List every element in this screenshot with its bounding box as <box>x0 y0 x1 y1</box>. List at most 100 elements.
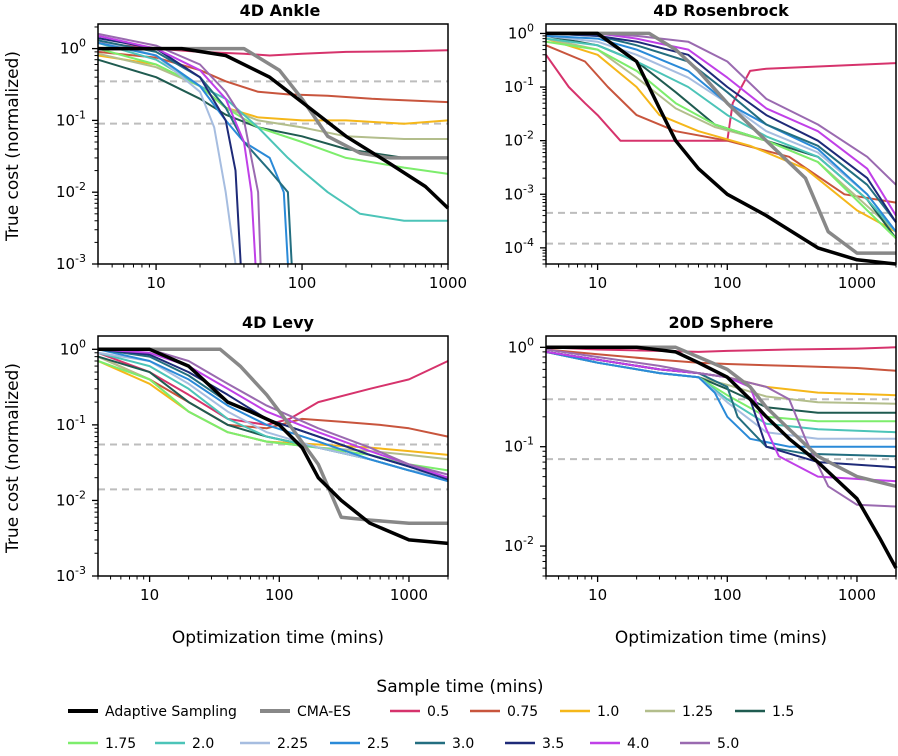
y-tick-label: 100 <box>508 335 534 356</box>
series-line-adaptive <box>98 347 449 546</box>
plot-frame <box>545 335 897 577</box>
y-axis-label: True cost (normalized) <box>3 51 23 242</box>
panel-title: 4D Levy <box>242 313 314 332</box>
series-line-s175 <box>545 40 897 240</box>
legend-item-cmaes: CMA-ES <box>260 704 351 720</box>
panel-title: 4D Rosenbrock <box>653 1 789 20</box>
panel-20d-sphere: 20D Sphere 10 100 1000 100 10-1 10-2 Optimiza… <box>504 313 898 648</box>
x-tick-label: 100 <box>713 586 742 604</box>
legend-item-s50: 5.0 <box>680 736 739 752</box>
series-line-s075 <box>97 355 449 438</box>
legend-item-s35: 3.5 <box>505 736 564 752</box>
legend-item-s25: 2.5 <box>330 736 389 752</box>
x-tick-label: 1000 <box>390 586 428 604</box>
y-tick-label: 10-1 <box>504 75 534 96</box>
y-tick-label: 10-2 <box>56 180 86 201</box>
legend-item-s075: 0.75 <box>470 704 538 720</box>
y-tick-label: 10-2 <box>504 129 534 150</box>
series-line-s225 <box>97 39 237 265</box>
legend-item-s225: 2.25 <box>240 736 308 752</box>
series-line-s35 <box>545 350 897 469</box>
series-line-s05 <box>545 346 897 353</box>
series-line-adaptive <box>98 46 450 210</box>
panel-title: 4D Ankle <box>240 1 321 20</box>
series-line-s40 <box>97 348 449 479</box>
series-line-cmaes <box>98 347 448 525</box>
series-line-s25 <box>97 348 449 483</box>
series-line-s40 <box>545 350 897 483</box>
legend-item-s40: 4.0 <box>590 736 649 752</box>
legend-label: CMA-ES <box>297 704 351 720</box>
series-line-s50 <box>98 348 449 476</box>
y-tick-label: 10-4 <box>504 236 534 257</box>
legend-label: 4.0 <box>627 736 649 752</box>
legend-label: 0.5 <box>427 704 449 720</box>
x-tick-label: 10 <box>140 586 159 604</box>
series-line-s20 <box>545 37 897 233</box>
series-line-s25 <box>97 41 289 265</box>
x-tick-label: 10 <box>588 586 607 604</box>
legend-label: 2.25 <box>277 736 308 752</box>
series-line-s125 <box>545 37 897 233</box>
x-axis-label: Optimization time (mins) <box>172 628 384 648</box>
series-line-cmaes <box>546 345 897 488</box>
series-line-s50 <box>97 32 262 265</box>
y-axis-label: True cost (normalized) <box>3 363 23 554</box>
y-tick-label: 10-3 <box>56 252 86 273</box>
x-tick-label: 100 <box>713 274 742 292</box>
series-line-s50 <box>545 348 897 508</box>
series-group <box>545 31 897 266</box>
legend-item-s10: 1.0 <box>560 704 619 720</box>
panel-4d-levy: 4D Levy 10 100 1000 100 10-1 10-2 10-3 True co… <box>3 313 449 648</box>
series-line-s075 <box>545 44 897 204</box>
legend-label: 1.25 <box>682 704 713 720</box>
y-tick-label: 10-1 <box>504 435 534 456</box>
x-tick-label: 1000 <box>429 274 467 292</box>
legend: Sample time (mins) Adaptive Sampling CMA-… <box>68 677 794 752</box>
legend-label: 2.0 <box>192 736 214 752</box>
y-tick-label: 100 <box>60 337 86 358</box>
legend-label: 3.5 <box>542 736 564 752</box>
legend-item-s175: 1.75 <box>68 736 136 752</box>
legend-label: 2.5 <box>367 736 389 752</box>
series-line-s30 <box>545 32 897 223</box>
legend-title: Sample time (mins) <box>376 677 543 697</box>
legend-label: 1.5 <box>772 704 794 720</box>
x-tick-label: 100 <box>288 274 317 292</box>
legend-item-s15: 1.5 <box>735 704 794 720</box>
series-line-s10 <box>545 37 897 233</box>
panel-4d-rosenbrock: 4D Rosenbrock 10 100 1000 100 10-1 10-2 10-3 10… <box>504 1 897 292</box>
x-tick-label: 10 <box>588 274 607 292</box>
legend-label: 1.0 <box>597 704 619 720</box>
y-tick-label: 10-2 <box>504 534 534 555</box>
plot-frame <box>545 23 897 265</box>
legend-item-s125: 1.25 <box>645 704 713 720</box>
series-group <box>545 345 898 569</box>
legend-item-s20: 2.0 <box>155 736 214 752</box>
x-tick-label: 10 <box>147 274 166 292</box>
legend-item-s30: 3.0 <box>415 736 474 752</box>
panel-4d-ankle: 4D Ankle 10 100 1000 100 10-1 10-2 10-3 True c… <box>3 1 467 292</box>
y-tick-label: 10-3 <box>56 564 86 585</box>
series-line-s125 <box>97 52 448 140</box>
x-tick-label: 1000 <box>838 586 876 604</box>
panel-title: 20D Sphere <box>668 313 773 332</box>
plot-frame <box>97 23 449 265</box>
y-tick-label: 10-3 <box>504 182 534 203</box>
legend-item-s05: 0.5 <box>390 704 449 720</box>
series-group <box>97 32 450 265</box>
legend-item-adaptive: Adaptive Sampling <box>68 704 237 720</box>
y-tick-label: 100 <box>508 21 534 42</box>
series-line-s30 <box>97 39 293 265</box>
series-line-cmaes <box>546 31 896 255</box>
series-line-s20 <box>97 41 448 222</box>
legend-label: 1.75 <box>105 736 136 752</box>
series-line-s35 <box>545 32 897 223</box>
legend-label: 0.75 <box>507 704 538 720</box>
x-tick-label: 100 <box>265 586 294 604</box>
y-tick-label: 10-2 <box>56 488 86 509</box>
series-line-s075 <box>97 50 449 104</box>
y-tick-label: 10-1 <box>56 108 86 129</box>
x-axis-label: Optimization time (mins) <box>615 628 827 648</box>
